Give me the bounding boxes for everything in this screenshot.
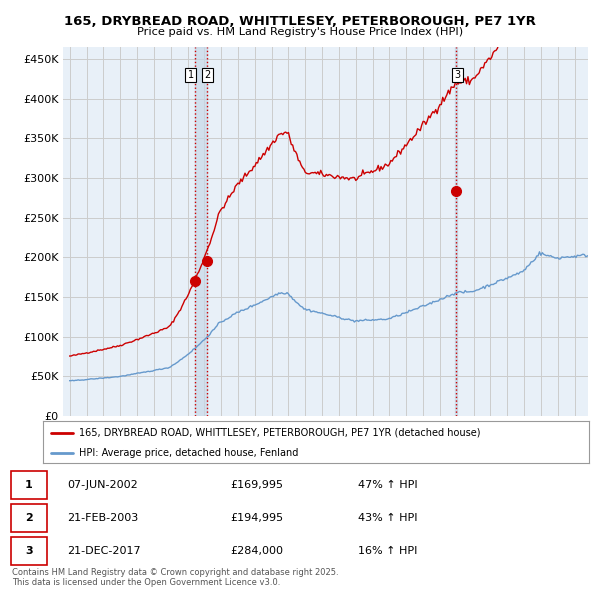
Text: 3: 3 <box>25 546 32 556</box>
Text: 43% ↑ HPI: 43% ↑ HPI <box>358 513 418 523</box>
Text: 1: 1 <box>25 480 32 490</box>
Text: 16% ↑ HPI: 16% ↑ HPI <box>358 546 418 556</box>
FancyBboxPatch shape <box>11 537 47 565</box>
Text: 21-DEC-2017: 21-DEC-2017 <box>67 546 141 556</box>
Text: HPI: Average price, detached house, Fenland: HPI: Average price, detached house, Fenl… <box>79 448 298 457</box>
Text: 07-JUN-2002: 07-JUN-2002 <box>67 480 138 490</box>
FancyBboxPatch shape <box>11 504 47 532</box>
Text: 47% ↑ HPI: 47% ↑ HPI <box>358 480 418 490</box>
FancyBboxPatch shape <box>11 471 47 499</box>
Text: 21-FEB-2003: 21-FEB-2003 <box>67 513 139 523</box>
Text: 165, DRYBREAD ROAD, WHITTLESEY, PETERBOROUGH, PE7 1YR: 165, DRYBREAD ROAD, WHITTLESEY, PETERBOR… <box>64 15 536 28</box>
Text: £169,995: £169,995 <box>230 480 283 490</box>
Text: Contains HM Land Registry data © Crown copyright and database right 2025.
This d: Contains HM Land Registry data © Crown c… <box>12 568 338 587</box>
Text: 2: 2 <box>25 513 32 523</box>
Bar <box>455 47 457 416</box>
Text: 165, DRYBREAD ROAD, WHITTLESEY, PETERBOROUGH, PE7 1YR (detached house): 165, DRYBREAD ROAD, WHITTLESEY, PETERBOR… <box>79 428 480 438</box>
Text: £194,995: £194,995 <box>230 513 283 523</box>
Text: £284,000: £284,000 <box>230 546 283 556</box>
Text: 2: 2 <box>205 70 211 80</box>
Text: 3: 3 <box>455 70 461 80</box>
Text: Price paid vs. HM Land Registry's House Price Index (HPI): Price paid vs. HM Land Registry's House … <box>137 27 463 37</box>
Text: 1: 1 <box>188 70 194 80</box>
Bar <box>195 47 207 416</box>
